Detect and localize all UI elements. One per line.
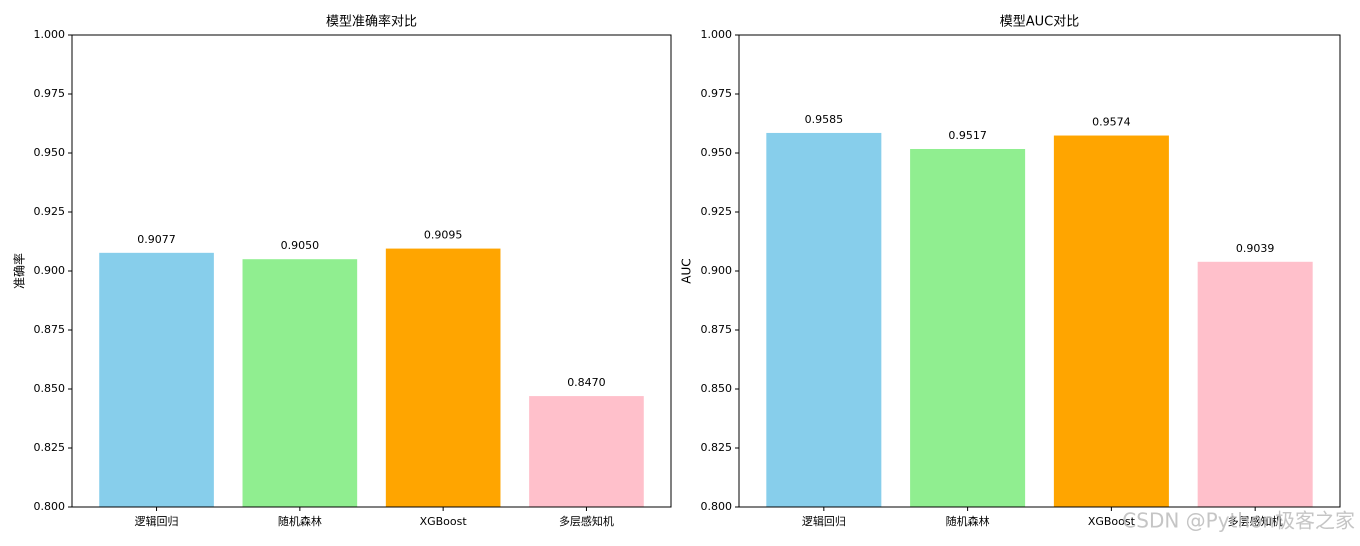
y-tick-label: 0.925 [34,205,66,218]
y-tick-label: 0.825 [701,441,733,454]
y-tick-label: 1.000 [34,28,66,41]
value-label: 0.9039 [1236,242,1275,255]
watermark: CSDN @Python极客之家 [1122,509,1355,533]
x-tick-label: 多层感知机 [559,514,614,528]
bar [910,148,1026,507]
y-tick-label: 0.875 [701,323,733,336]
y-tick-label: 0.800 [701,500,733,513]
x-tick-label: 随机森林 [946,514,990,528]
y-tick-label: 0.925 [701,205,733,218]
x-tick-label: 多层感知机 [1228,514,1283,528]
y-axis-label: AUC [680,258,694,283]
y-tick-label: 1.000 [701,28,733,41]
y-tick-label: 0.800 [34,500,66,513]
x-tick-label: 逻辑回归 [802,514,846,528]
y-tick-label: 0.975 [701,87,733,100]
y-tick-label: 0.975 [34,87,66,100]
x-tick-label: 逻辑回归 [135,514,179,528]
y-tick-label: 0.850 [701,382,733,395]
value-label: 0.8470 [567,376,606,389]
bar [1197,261,1313,507]
value-label: 0.9574 [1092,116,1131,129]
y-tick-label: 0.875 [34,323,66,336]
y-tick-label: 0.850 [34,382,66,395]
chart-title: 模型准确率对比 [326,14,417,30]
value-label: 0.9517 [948,129,987,142]
bar [1053,135,1169,507]
y-tick-label: 0.900 [701,264,733,277]
y-tick-label: 0.900 [34,264,66,277]
bar [385,248,501,507]
x-tick-label: XGBoost [1088,515,1136,528]
x-tick-label: XGBoost [420,515,468,528]
y-tick-label: 0.950 [701,146,733,159]
bar [242,259,358,507]
x-tick-label: 随机森林 [278,514,322,528]
value-label: 0.9050 [281,239,320,252]
value-label: 0.9585 [805,113,844,126]
value-label: 0.9095 [424,229,463,242]
axes-frame [738,34,1341,508]
bar [99,252,214,507]
bar [766,132,882,507]
value-label: 0.9077 [137,233,176,246]
y-axis-label: 准确率 [12,253,27,289]
y-tick-label: 0.825 [34,441,66,454]
y-tick-label: 0.950 [34,146,66,159]
axes-frame [71,34,672,508]
chart-title: 模型AUC对比 [1000,15,1080,30]
bar [529,396,644,507]
